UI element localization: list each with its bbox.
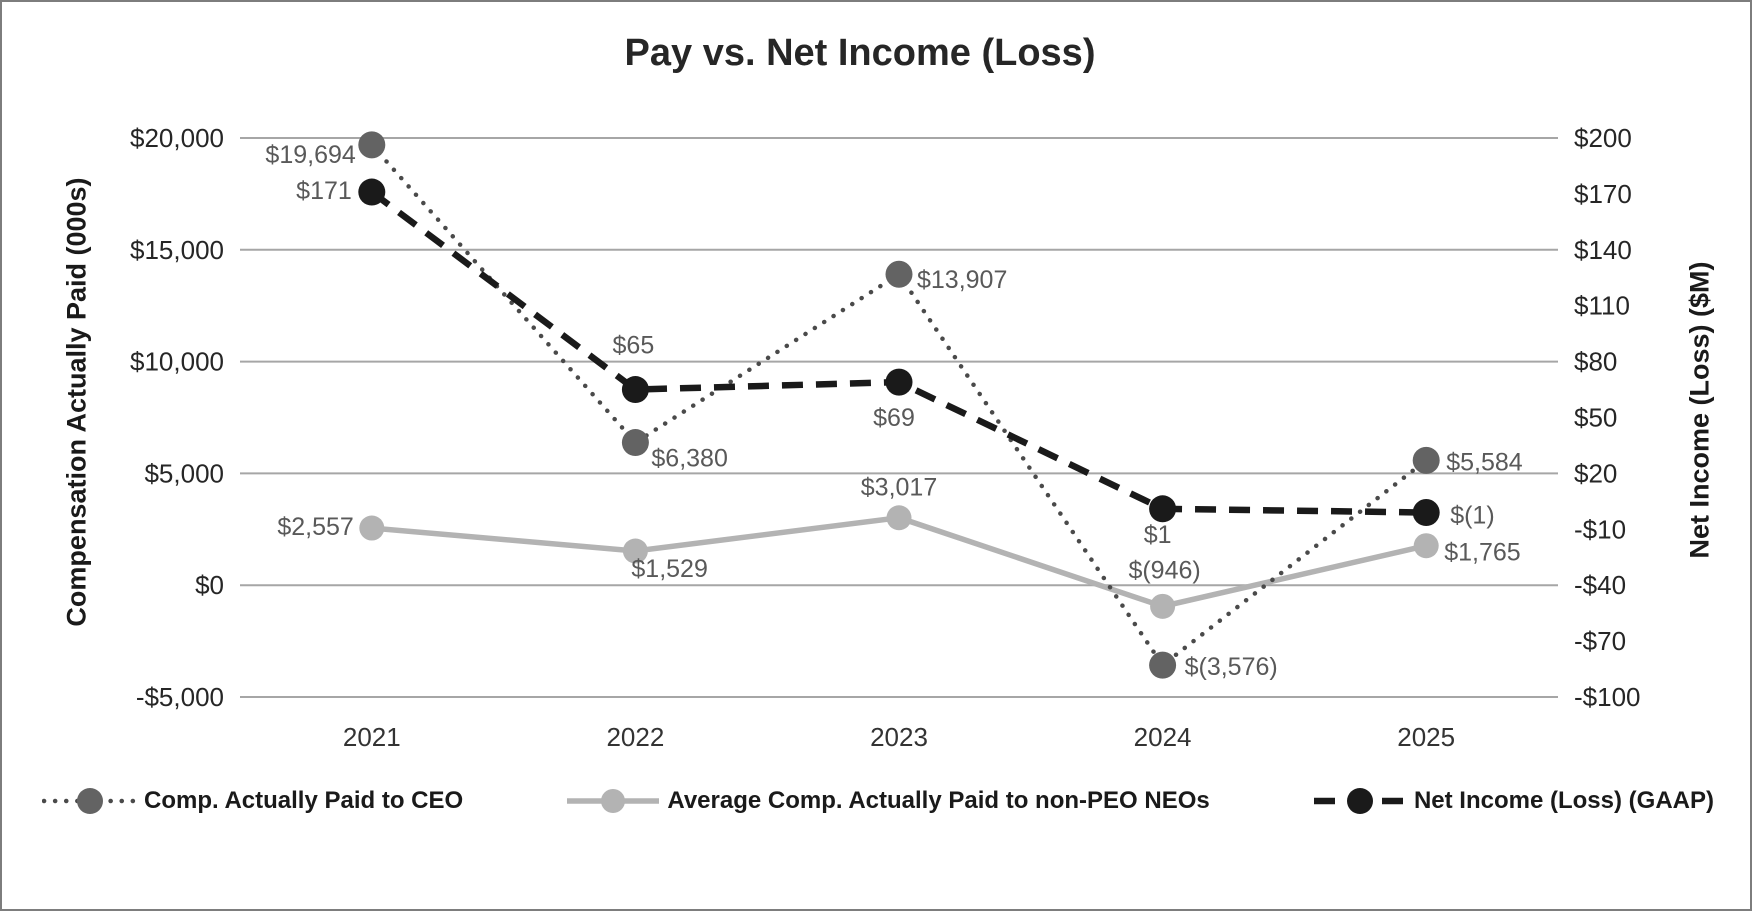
legend-item-label: Net Income (Loss) (GAAP) (1413, 787, 1714, 814)
right-axis-tick-label: $200 (1574, 123, 1632, 153)
right-axis-tick-label: $170 (1574, 179, 1632, 209)
right-axis-tick-label: -$100 (1574, 682, 1641, 712)
data-point-label: $(946) (1128, 556, 1200, 584)
data-point-marker (621, 429, 649, 457)
x-axis-year-label: 2024 (1134, 722, 1192, 752)
data-point-marker (358, 178, 386, 206)
data-point-marker (1413, 533, 1439, 559)
left-axis-tick-label: $5,000 (144, 458, 224, 488)
data-point-marker (1412, 446, 1440, 474)
right-axis-tick-label: $50 (1574, 403, 1617, 433)
left-axis-tick-label: -$5,000 (136, 682, 224, 712)
data-point-label: $171 (296, 177, 352, 205)
data-point-marker (1150, 593, 1176, 619)
data-point-marker (886, 505, 912, 531)
data-point-label: $1,529 (631, 555, 707, 583)
data-point-label: $6,380 (651, 445, 727, 473)
x-axis-year-label: 2021 (343, 722, 401, 752)
legend-marker-icon (42, 788, 138, 814)
right-axis-tick-label: -$10 (1574, 514, 1626, 544)
series-line (369, 189, 1427, 516)
data-point-label: $(1) (1450, 502, 1494, 530)
data-point-marker (885, 368, 913, 396)
right-axis-tick-label: $20 (1574, 458, 1617, 488)
legend-item-label: Comp. Actually Paid to CEO (144, 787, 464, 814)
chart-title: Pay vs. Net Income (Loss) (624, 32, 1096, 74)
left-axis-tick-label: $15,000 (130, 235, 224, 265)
data-point-label: $13,907 (917, 266, 1007, 294)
data-point-label: $5,584 (1446, 448, 1523, 476)
data-point-marker (621, 376, 649, 404)
data-point-marker (885, 260, 913, 288)
data-point-marker (622, 538, 648, 564)
data-point-marker (1412, 499, 1440, 527)
data-point-label: $65 (613, 332, 655, 360)
series-line (371, 514, 1427, 610)
data-point-label: $(3,576) (1185, 653, 1278, 681)
data-point-marker (359, 515, 385, 541)
data-point-label: $1 (1144, 521, 1172, 549)
right-axis-tick-label: $140 (1574, 235, 1632, 265)
data-point-marker (358, 131, 386, 159)
chart-legend: Comp. Actually Paid to CEO Average Comp. … (42, 784, 1714, 818)
x-axis-year-label: 2023 (870, 722, 928, 752)
left-axis-tick-label: $10,000 (130, 347, 224, 377)
right-axis-tick-label: $110 (1574, 291, 1630, 321)
data-point-label: $1,765 (1444, 539, 1520, 567)
x-axis-year-label: 2022 (606, 722, 664, 752)
legend-item: Comp. Actually Paid to CEO (42, 784, 463, 818)
data-point-label: $3,017 (861, 474, 937, 502)
right-axis-tick-label: -$40 (1574, 570, 1626, 600)
data-point-label: $19,694 (265, 141, 355, 169)
right-axis-tick-label: -$70 (1574, 626, 1626, 656)
legend-item: Average Comp. Actually Paid to non-PEO N… (565, 784, 1210, 818)
right-axis-tick-label: $80 (1574, 347, 1617, 377)
data-point-label: $2,557 (277, 513, 353, 541)
legend-item-label: Average Comp. Actually Paid to non-PEO N… (667, 787, 1210, 814)
legend-item: Net Income (Loss) (GAAP) (1312, 784, 1714, 818)
data-point-label: $69 (873, 404, 915, 432)
legend-marker-icon (567, 789, 660, 813)
data-point-marker (1149, 651, 1177, 679)
x-axis-year-label: 2025 (1397, 722, 1455, 752)
left-axis-tick-label: $20,000 (130, 123, 224, 153)
left-axis-tick-label: $0 (195, 570, 224, 600)
legend-marker-icon (1313, 788, 1406, 814)
data-point-marker (1149, 495, 1177, 523)
